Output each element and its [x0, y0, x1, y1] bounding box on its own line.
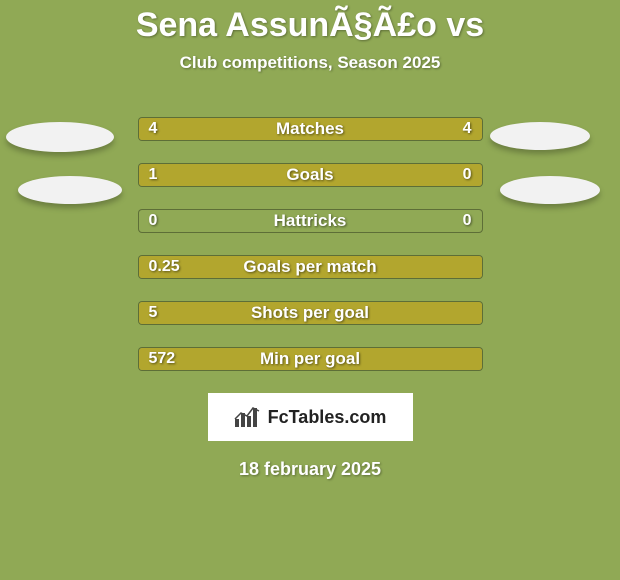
- stats-panel: 44Matches 10Goals 00Hattricks 0.25Goals per…: [138, 117, 483, 371]
- stat-label: Hattricks: [139, 210, 482, 232]
- side-ellipse: [6, 122, 114, 152]
- stat-row: 10Goals: [138, 163, 483, 187]
- stat-label: Shots per goal: [139, 302, 482, 324]
- stat-label: Goals per match: [139, 256, 482, 278]
- stat-row: 44Matches: [138, 117, 483, 141]
- side-ellipse: [500, 176, 600, 204]
- date-stamp: 18 february 2025: [0, 459, 620, 480]
- stat-row: 0.25Goals per match: [138, 255, 483, 279]
- stat-label: Min per goal: [139, 348, 482, 370]
- bars-chart-icon: [234, 405, 262, 429]
- side-ellipse: [490, 122, 590, 150]
- page-title: Sena AssunÃ§Ã£o vs: [0, 0, 620, 45]
- brand-box: FcTables.com: [208, 393, 413, 441]
- stat-row: 572Min per goal: [138, 347, 483, 371]
- stat-label: Matches: [139, 118, 482, 140]
- stat-row: 5Shots per goal: [138, 301, 483, 325]
- brand-text: FcTables.com: [268, 407, 387, 428]
- side-ellipse: [18, 176, 122, 204]
- page-subtitle: Club competitions, Season 2025: [0, 53, 620, 73]
- stat-row: 00Hattricks: [138, 209, 483, 233]
- stat-label: Goals: [139, 164, 482, 186]
